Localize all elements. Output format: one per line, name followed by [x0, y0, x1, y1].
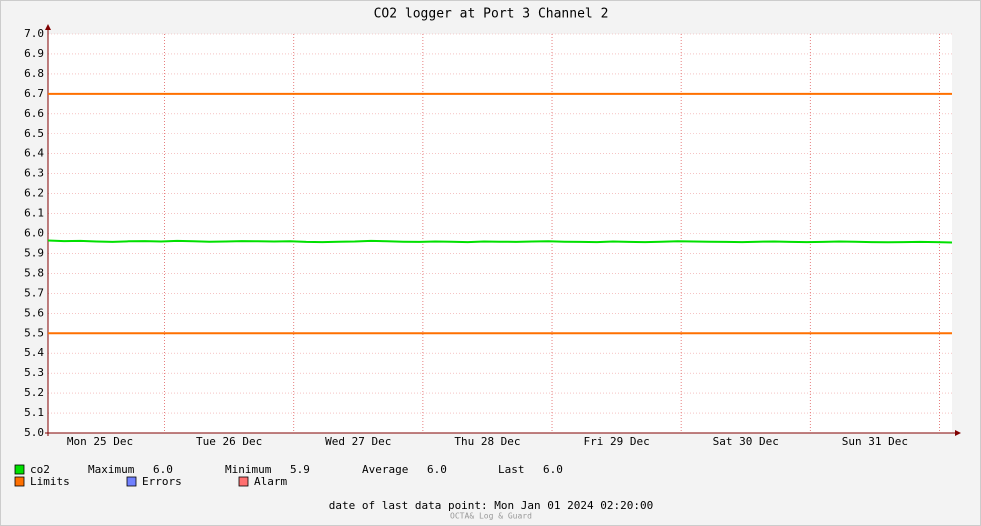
axis-arrow	[45, 24, 51, 30]
y-tick-label: 5.4	[24, 346, 44, 359]
legend-label: co2	[30, 463, 50, 476]
x-tick-label: Mon 25 Dec	[67, 435, 133, 448]
y-tick-label: 6.8	[24, 67, 44, 80]
stat-name: Last	[498, 463, 525, 476]
y-tick-label: 5.1	[24, 406, 44, 419]
y-tick-label: 6.6	[24, 107, 44, 120]
x-tick-label: Fri 29 Dec	[583, 435, 649, 448]
stat-value: 6.0	[543, 463, 563, 476]
y-tick-label: 6.7	[24, 87, 44, 100]
y-tick-label: 5.9	[24, 246, 44, 259]
stat-name: Minimum	[225, 463, 272, 476]
y-tick-label: 6.2	[24, 187, 44, 200]
legend-swatch	[126, 476, 137, 487]
y-tick-label: 5.7	[24, 286, 44, 299]
y-tick-label: 5.0	[24, 426, 44, 439]
y-tick-label: 6.3	[24, 167, 44, 180]
y-tick-label: 6.1	[24, 207, 44, 220]
legend-label: Alarm	[254, 475, 287, 488]
legend-label: Errors	[142, 475, 182, 488]
x-tick-label: Sun 31 Dec	[842, 435, 908, 448]
y-tick-label: 5.8	[24, 266, 44, 279]
y-tick-label: 6.9	[24, 47, 44, 60]
legend-label: Limits	[30, 475, 70, 488]
stat-value: 6.0	[427, 463, 447, 476]
y-tick-label: 6.0	[24, 227, 44, 240]
x-tick-label: Tue 26 Dec	[196, 435, 262, 448]
watermark: OCTA& Log & Guard	[450, 512, 532, 521]
x-tick-label: Wed 27 Dec	[325, 435, 391, 448]
legend-swatch	[14, 464, 25, 475]
y-tick-label: 5.3	[24, 366, 44, 379]
y-tick-label: 5.5	[24, 326, 44, 339]
y-tick-label: 6.4	[24, 147, 44, 160]
stat-value: 6.0	[153, 463, 173, 476]
y-tick-label: 5.2	[24, 386, 44, 399]
x-tick-label: Thu 28 Dec	[454, 435, 520, 448]
chart-title: CO2 logger at Port 3 Channel 2	[374, 7, 609, 22]
y-tick-label: 7.0	[24, 27, 44, 40]
x-tick-label: Sat 30 Dec	[713, 435, 779, 448]
legend-swatch	[14, 476, 25, 487]
legend-swatch	[238, 476, 249, 487]
y-tick-label: 6.5	[24, 127, 44, 140]
stat-name: Maximum	[88, 463, 135, 476]
stat-name: Average	[362, 463, 408, 476]
axis-arrow	[955, 430, 961, 436]
data-line	[47, 239, 953, 244]
stat-value: 5.9	[290, 463, 310, 476]
footer: date of last data point: Mon Jan 01 2024…	[329, 499, 654, 512]
y-tick-label: 5.6	[24, 306, 44, 319]
